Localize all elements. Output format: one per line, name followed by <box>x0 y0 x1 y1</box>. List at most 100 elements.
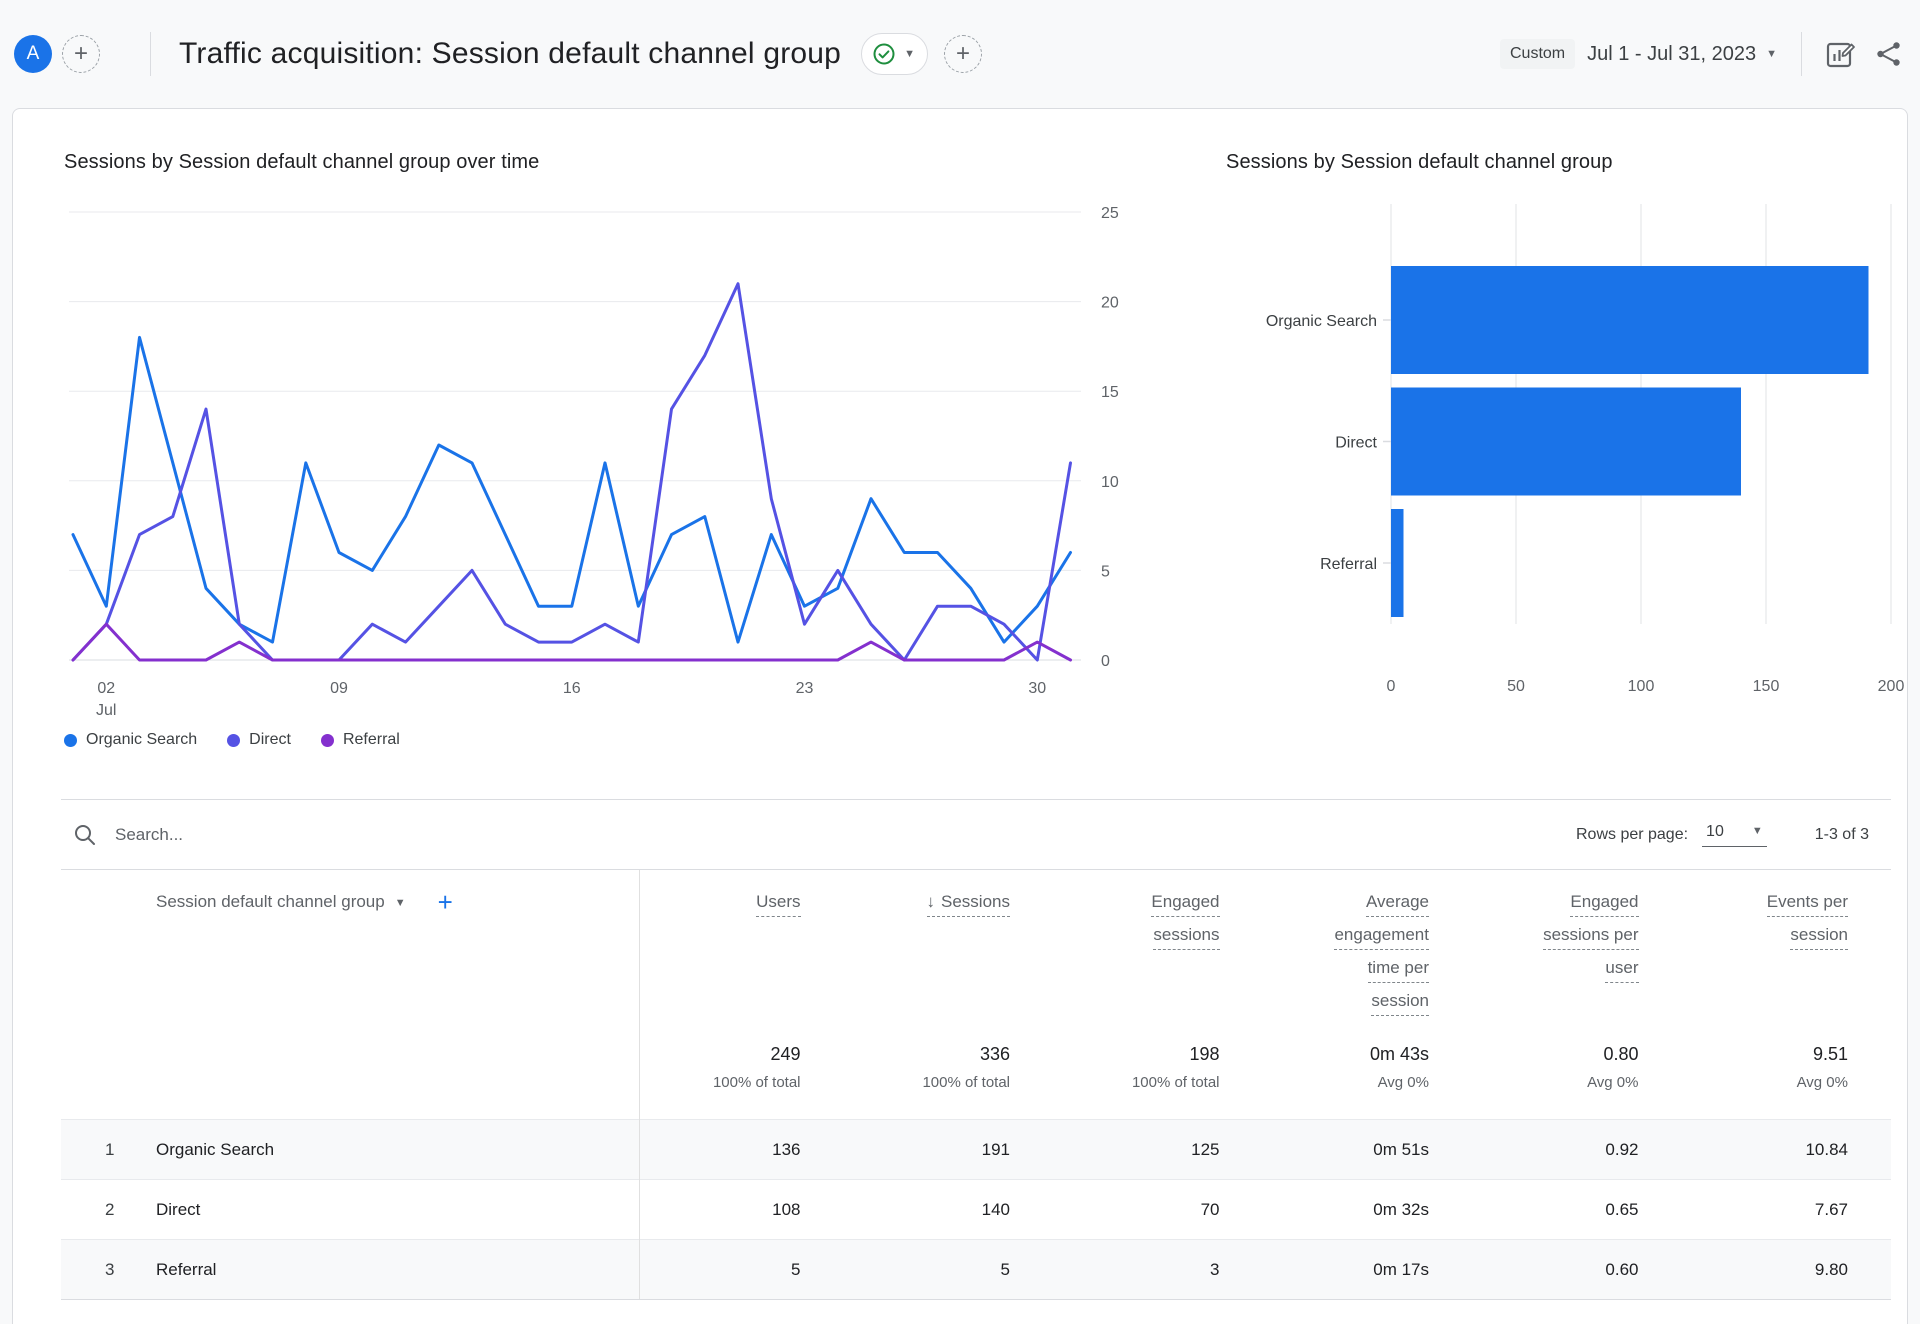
plus-icon: + <box>73 40 88 67</box>
column-header-line: ↓ Sessions <box>926 892 1010 917</box>
x-axis-tick-label: 09 <box>330 680 348 697</box>
metric-value-cell: 70 <box>1200 1199 1220 1219</box>
totals-value: 336 <box>979 1044 1010 1064</box>
table-toolbar: Rows per page: 10 ▼ 1-3 of 3 <box>61 800 1891 870</box>
bar-direct <box>1391 387 1741 496</box>
totals-cell: 336 100% of total <box>801 1032 1010 1119</box>
dimension-header-label: Session default channel group <box>156 892 385 911</box>
edit-chart-icon <box>1824 38 1856 70</box>
metric-value-cell: 0.92 <box>1605 1139 1639 1159</box>
rows-per-page-value: 10 <box>1706 822 1724 840</box>
header-divider <box>150 32 151 76</box>
y-axis-tick-label: 10 <box>1101 474 1119 491</box>
column-header-events-per-session[interactable]: Events per session <box>1639 870 1848 1032</box>
column-header-line: Engaged <box>1570 892 1639 917</box>
y-axis-tick-label: 25 <box>1101 205 1119 222</box>
metric-value-cell: 136 <box>772 1139 801 1159</box>
sessions-by-channel-bar-chart: 0 50 100 150 200 Organic Search Direct Referral <box>1266 204 1905 695</box>
x-axis-tick-label: 23 <box>796 680 814 697</box>
totals-cell: 9.51 Avg 0% <box>1639 1032 1848 1119</box>
edit-report-button[interactable] <box>1824 38 1856 70</box>
column-header-engaged-sessions-per-user[interactable]: Engaged sessions per user <box>1429 870 1639 1032</box>
report-status-dropdown[interactable]: ▼ <box>861 33 928 75</box>
totals-subtext: Avg 0% <box>1587 1074 1639 1091</box>
table-totals-row: 249 100% of total 336 100% of total 198 100% … <box>61 1032 1891 1119</box>
totals-value: 249 <box>770 1044 801 1064</box>
totals-value: 198 <box>1189 1044 1220 1064</box>
x-axis-tick-label: 02 <box>97 680 115 697</box>
header-divider <box>1801 32 1802 76</box>
totals-subtext: Avg 0% <box>1377 1074 1429 1091</box>
totals-subtext: 100% of total <box>1131 1074 1220 1091</box>
share-button[interactable] <box>1874 39 1904 69</box>
line-series-referral <box>71 622 1072 662</box>
totals-cell: 198 100% of total <box>1010 1032 1220 1119</box>
column-header-sessions[interactable]: ↓ Sessions <box>801 870 1010 1032</box>
x-axis-tick-label: 16 <box>563 680 581 697</box>
column-header-line: session <box>1371 991 1429 1016</box>
rows-per-page-label: Rows per page: <box>1575 825 1689 843</box>
dimension-column-header[interactable]: Session default channel group ▼ + <box>61 870 591 1032</box>
date-range-selector[interactable]: Jul 1 - Jul 31, 2023 <box>1587 42 1757 65</box>
chevron-down-icon[interactable]: ▼ <box>394 897 406 909</box>
y-axis-tick-label: 20 <box>1101 295 1119 312</box>
search-input[interactable] <box>115 824 535 845</box>
dimension-cell: 2 Direct <box>61 1200 591 1220</box>
add-dimension-button[interactable]: + <box>437 887 453 917</box>
legend-color-dot <box>64 733 77 747</box>
line-chart-title: Sessions by Session default channel grou… <box>64 151 540 173</box>
column-header-line: user <box>1605 958 1639 983</box>
metric-value-cell: 108 <box>772 1199 801 1219</box>
totals-spacer <box>61 1032 591 1119</box>
avatar[interactable]: A <box>14 35 52 73</box>
column-header-line: Engaged <box>1151 892 1220 917</box>
column-header-engaged-sessions[interactable]: Engaged sessions <box>1010 870 1220 1032</box>
y-axis-tick-label: 5 <box>1101 563 1110 580</box>
totals-cell: 249 100% of total <box>591 1032 801 1119</box>
bar-chart-title: Sessions by Session default channel grou… <box>1226 151 1613 173</box>
totals-cell: 0.80 Avg 0% <box>1429 1032 1639 1119</box>
legend-item-organic-search: Organic Search <box>64 731 197 749</box>
metric-value-cell: 10.84 <box>1805 1139 1848 1159</box>
column-header-line: session <box>1790 925 1848 950</box>
bar-referral <box>1391 509 1404 617</box>
table-header-row: Session default channel group ▼ + Users ↓… <box>61 870 1891 1032</box>
legend-label: Organic Search <box>86 731 198 748</box>
metric-value-cell: 0.65 <box>1605 1199 1639 1219</box>
add-comparison-button[interactable]: + <box>943 35 982 73</box>
metric-value-cell: 5 <box>1000 1259 1010 1279</box>
page-title: Traffic acquisition: Session default cha… <box>179 37 842 70</box>
metric-value-cell: 0m 51s <box>1373 1139 1429 1159</box>
share-icon <box>1874 39 1904 69</box>
x-axis-month-label: Jul <box>96 702 116 719</box>
chart-legend: Organic Search Direct Referral <box>64 731 400 749</box>
row-index: 3 <box>105 1259 115 1279</box>
table-row-organic-search: 1 Organic Search 136 191 125 0m 51s 0.92 10.84 <box>61 1119 1891 1179</box>
column-header-line: Average <box>1365 892 1429 917</box>
legend-color-dot <box>227 733 241 747</box>
channel-name: Referral <box>156 1259 217 1279</box>
category-label: Referral <box>1320 556 1377 573</box>
column-header-users[interactable]: Users <box>591 870 801 1032</box>
rows-per-page-select[interactable]: 10 ▼ <box>1702 823 1767 847</box>
column-divider <box>639 870 640 1299</box>
category-label: Direct <box>1335 435 1377 452</box>
column-header-line: Events per <box>1766 892 1848 917</box>
totals-subtext: 100% of total <box>712 1074 801 1091</box>
column-header-average-engagement-time-per-session[interactable]: Average engagement time per session <box>1220 870 1429 1032</box>
legend-label: Referral <box>342 731 400 748</box>
pagination: Rows per page: 10 ▼ 1-3 of 3 <box>1576 823 1887 847</box>
date-preset-badge[interactable]: Custom <box>1499 39 1576 69</box>
x-axis-tick-label: 50 <box>1507 678 1525 695</box>
x-axis-tick-label: 200 <box>1878 678 1905 695</box>
add-report-button[interactable]: + <box>62 35 100 73</box>
chevron-down-icon: ▼ <box>904 47 915 60</box>
metric-value-cell: 0m 32s <box>1373 1199 1429 1219</box>
metric-value-cell: 191 <box>981 1139 1010 1159</box>
totals-subtext: Avg 0% <box>1796 1074 1848 1091</box>
sessions-over-time-line-chart: 0 5 10 15 20 25 02 Jul 09 16 23 30 <box>69 205 1119 719</box>
metric-value-cell: 140 <box>981 1199 1010 1219</box>
legend-item-direct: Direct <box>227 731 291 749</box>
x-axis-tick-label: 30 <box>1028 680 1046 697</box>
chevron-down-icon[interactable]: ▼ <box>1766 47 1777 60</box>
